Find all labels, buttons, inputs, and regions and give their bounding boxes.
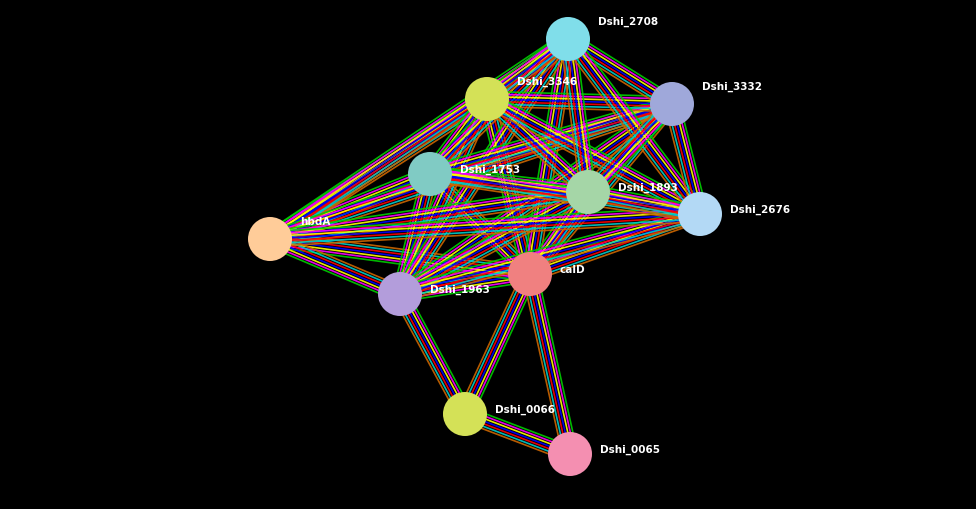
- Text: Dshi_1753: Dshi_1753: [460, 164, 520, 175]
- Text: Dshi_2708: Dshi_2708: [598, 17, 658, 27]
- Circle shape: [678, 192, 722, 237]
- Text: Dshi_3332: Dshi_3332: [702, 82, 762, 92]
- Text: Dshi_1963: Dshi_1963: [430, 285, 490, 295]
- Circle shape: [548, 432, 592, 476]
- Circle shape: [508, 252, 552, 296]
- Text: calD: calD: [560, 265, 586, 274]
- Circle shape: [378, 272, 422, 317]
- Text: Dshi_1893: Dshi_1893: [618, 183, 678, 193]
- Text: Dshi_0065: Dshi_0065: [600, 444, 660, 454]
- Text: Dshi_2676: Dshi_2676: [730, 205, 791, 215]
- Circle shape: [566, 171, 610, 215]
- Text: hbdA: hbdA: [300, 216, 330, 227]
- Text: Dshi_3346: Dshi_3346: [517, 77, 577, 87]
- Text: Dshi_0066: Dshi_0066: [495, 404, 555, 414]
- Circle shape: [408, 153, 452, 196]
- Circle shape: [443, 392, 487, 436]
- Circle shape: [650, 83, 694, 127]
- Circle shape: [546, 18, 590, 62]
- Circle shape: [248, 217, 292, 262]
- Circle shape: [465, 78, 509, 122]
